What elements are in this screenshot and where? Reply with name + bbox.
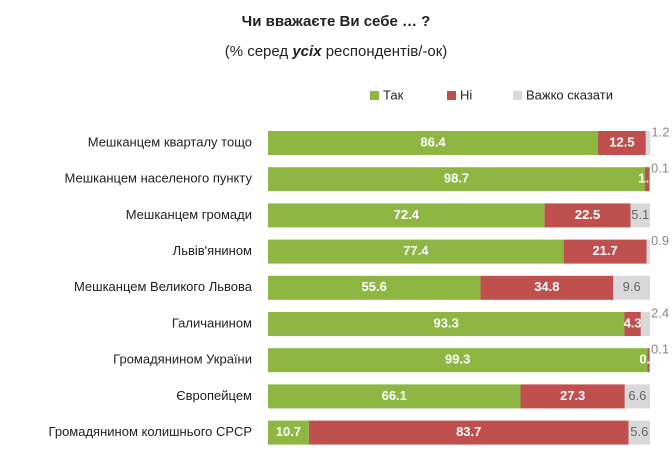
legend-swatch — [513, 91, 522, 100]
bar-segment — [544, 203, 631, 228]
category-label: Галичанином — [172, 315, 252, 330]
category-label: Мешканцем Великого Львова — [74, 279, 253, 294]
legend-swatch — [447, 91, 456, 100]
value-label: 86.4 — [420, 134, 446, 149]
category-label: Львів'янином — [173, 243, 252, 258]
bar-segment — [598, 131, 646, 155]
value-label: 66.1 — [382, 388, 407, 403]
bar-segment — [624, 384, 650, 409]
value-label: 77.4 — [403, 243, 429, 258]
bar-segment — [480, 275, 614, 300]
legend-label: Важко сказати — [526, 87, 613, 102]
value-label: 4.3 — [624, 315, 642, 330]
value-label: 55.6 — [362, 279, 387, 294]
value-label: 10.7 — [276, 424, 301, 439]
legend-swatch — [370, 91, 379, 100]
value-label: 5.6 — [630, 424, 648, 439]
bar-segment — [624, 312, 641, 336]
category-label: Громадянином України — [113, 352, 252, 367]
bar-segment — [645, 131, 651, 155]
value-label: 0.1 — [651, 342, 669, 357]
bar-segment — [646, 239, 650, 264]
bar-segment — [647, 348, 650, 373]
bar-segment — [613, 275, 650, 300]
bar-segment — [268, 203, 545, 228]
chart-title: Чи вважаєте Ви себе … ? — [242, 13, 431, 30]
subtitle-part: (% серед — [225, 43, 289, 60]
value-label: 83.7 — [456, 424, 481, 439]
chart-subtitle: (% серед усіх респондентів/-ок) — [225, 43, 448, 60]
value-label: 0.6 — [639, 352, 657, 367]
category-label: Мешканцем громади — [126, 207, 252, 222]
value-label: 6.6 — [628, 388, 646, 403]
value-label: 98.7 — [444, 171, 469, 186]
value-label: 9.6 — [623, 279, 641, 294]
value-label: 1.2 — [638, 171, 656, 186]
value-label: 0.9 — [651, 233, 669, 248]
legend-label: Так — [383, 87, 404, 102]
value-label: 2.4 — [651, 305, 669, 320]
bar-segment — [630, 203, 650, 228]
value-label: 21.7 — [592, 243, 617, 258]
category-label: Мешканцем населеного пункту — [65, 171, 253, 186]
bar-segment — [268, 348, 648, 373]
bar-segment — [268, 420, 309, 445]
bar-segment — [268, 312, 625, 336]
value-label: 0.1 — [651, 161, 669, 176]
value-label: 5.1 — [631, 207, 649, 222]
bar-segment — [268, 275, 481, 300]
value-label: 12.5 — [609, 134, 634, 149]
bar-segment — [268, 167, 646, 192]
bar-segment — [563, 239, 647, 264]
value-label: 99.3 — [445, 352, 470, 367]
category-label: Громадянином колишнього СРСР — [49, 424, 252, 439]
value-label: 27.3 — [560, 388, 585, 403]
category-label: Європейцем — [176, 388, 252, 403]
bar-segment — [520, 384, 625, 409]
category-label: Мешканцем кварталу тощо — [88, 134, 252, 149]
value-label: 93.3 — [434, 315, 459, 330]
bar-segment — [268, 384, 521, 409]
bar-segment — [628, 420, 650, 445]
bar-segment — [308, 420, 629, 445]
legend-label: Ні — [460, 87, 472, 102]
bar-segment — [640, 312, 650, 336]
bar-segment — [645, 167, 650, 192]
value-label: 22.5 — [575, 207, 600, 222]
subtitle-part: усіх — [291, 43, 322, 60]
bar-segment — [268, 239, 564, 264]
value-label: 34.8 — [534, 279, 559, 294]
value-label: 72.4 — [394, 207, 420, 222]
subtitle-part: респондентів/-ок) — [326, 43, 448, 60]
bar-segment — [268, 131, 599, 155]
value-label: 1.2 — [651, 124, 669, 139]
